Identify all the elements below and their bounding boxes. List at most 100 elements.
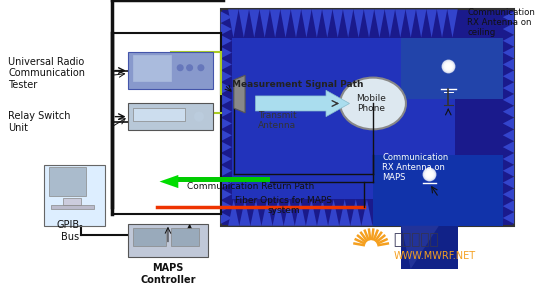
Polygon shape	[249, 9, 260, 38]
Polygon shape	[384, 9, 395, 38]
Polygon shape	[503, 129, 514, 141]
Polygon shape	[374, 9, 384, 38]
Text: Communication
RX Antenna on
MAPS: Communication RX Antenna on MAPS	[382, 152, 449, 182]
Bar	[402, 38, 503, 99]
Polygon shape	[395, 199, 406, 226]
Circle shape	[198, 65, 204, 71]
Bar	[232, 38, 455, 199]
Polygon shape	[406, 199, 417, 226]
Polygon shape	[447, 9, 458, 38]
Polygon shape	[361, 199, 372, 226]
Polygon shape	[503, 70, 514, 82]
Polygon shape	[343, 9, 353, 38]
Polygon shape	[503, 11, 514, 23]
Polygon shape	[417, 199, 428, 226]
Text: Communication
RX Antenna on
ceiling: Communication RX Antenna on ceiling	[467, 7, 535, 37]
Polygon shape	[503, 212, 514, 224]
Polygon shape	[284, 199, 295, 226]
Polygon shape	[228, 9, 239, 38]
Polygon shape	[221, 70, 232, 82]
Polygon shape	[273, 199, 284, 226]
Polygon shape	[291, 9, 301, 38]
Polygon shape	[503, 94, 514, 106]
Polygon shape	[322, 9, 333, 38]
Polygon shape	[503, 118, 514, 129]
Text: Mobile
Phone: Mobile Phone	[356, 94, 386, 113]
Polygon shape	[221, 23, 232, 35]
Bar	[373, 155, 503, 226]
Polygon shape	[221, 94, 232, 106]
Circle shape	[177, 65, 183, 71]
Polygon shape	[426, 9, 437, 38]
Polygon shape	[503, 23, 514, 35]
Polygon shape	[221, 11, 232, 23]
Polygon shape	[437, 9, 447, 38]
Text: Measurement Signal Path: Measurement Signal Path	[232, 80, 364, 89]
Polygon shape	[503, 35, 514, 47]
Ellipse shape	[340, 78, 406, 129]
Text: MAPS
Controller: MAPS Controller	[140, 263, 196, 285]
Polygon shape	[221, 177, 232, 188]
Polygon shape	[503, 200, 514, 212]
Polygon shape	[221, 106, 232, 118]
Polygon shape	[221, 59, 232, 70]
Polygon shape	[234, 75, 245, 113]
Text: Fiber Optics for MAPS
system: Fiber Optics for MAPS system	[235, 196, 332, 215]
Polygon shape	[178, 177, 270, 182]
Polygon shape	[503, 47, 514, 59]
Polygon shape	[221, 82, 232, 94]
Polygon shape	[295, 199, 306, 226]
Polygon shape	[339, 199, 350, 226]
Text: Communication Return Path: Communication Return Path	[187, 182, 314, 191]
Circle shape	[194, 112, 204, 121]
Bar	[133, 228, 166, 247]
Polygon shape	[503, 59, 514, 70]
Polygon shape	[402, 226, 439, 269]
Polygon shape	[301, 9, 312, 38]
Bar	[63, 198, 81, 205]
Polygon shape	[221, 153, 232, 165]
Polygon shape	[328, 199, 339, 226]
Polygon shape	[221, 200, 232, 212]
Polygon shape	[221, 188, 232, 200]
Polygon shape	[317, 199, 328, 226]
Polygon shape	[250, 199, 261, 226]
Polygon shape	[503, 153, 514, 165]
Polygon shape	[221, 141, 232, 153]
Polygon shape	[503, 141, 514, 153]
Polygon shape	[503, 188, 514, 200]
Bar	[133, 108, 185, 121]
Text: WWW.MWRF.NET: WWW.MWRF.NET	[394, 251, 476, 261]
Polygon shape	[261, 199, 273, 226]
Text: 微波射频网: 微波射频网	[394, 232, 439, 247]
Polygon shape	[221, 118, 232, 129]
Polygon shape	[221, 47, 232, 59]
Bar	[129, 52, 213, 89]
Polygon shape	[160, 175, 178, 188]
Polygon shape	[221, 212, 232, 224]
Polygon shape	[280, 9, 291, 38]
Polygon shape	[364, 9, 374, 38]
Polygon shape	[402, 226, 458, 269]
Polygon shape	[350, 199, 361, 226]
Polygon shape	[503, 82, 514, 94]
Polygon shape	[383, 199, 395, 226]
Polygon shape	[260, 9, 270, 38]
Polygon shape	[416, 9, 426, 38]
Text: GPIB-
Bus: GPIB- Bus	[57, 220, 84, 242]
Polygon shape	[228, 199, 239, 226]
Polygon shape	[395, 9, 405, 38]
Polygon shape	[353, 9, 364, 38]
Circle shape	[187, 65, 192, 71]
Bar	[133, 55, 171, 81]
Polygon shape	[239, 199, 250, 226]
Bar	[51, 205, 94, 209]
Polygon shape	[270, 9, 280, 38]
Bar	[221, 9, 514, 226]
Polygon shape	[239, 9, 249, 38]
Polygon shape	[221, 129, 232, 141]
Polygon shape	[312, 9, 322, 38]
Polygon shape	[428, 199, 439, 226]
Polygon shape	[255, 90, 349, 117]
Polygon shape	[503, 106, 514, 118]
